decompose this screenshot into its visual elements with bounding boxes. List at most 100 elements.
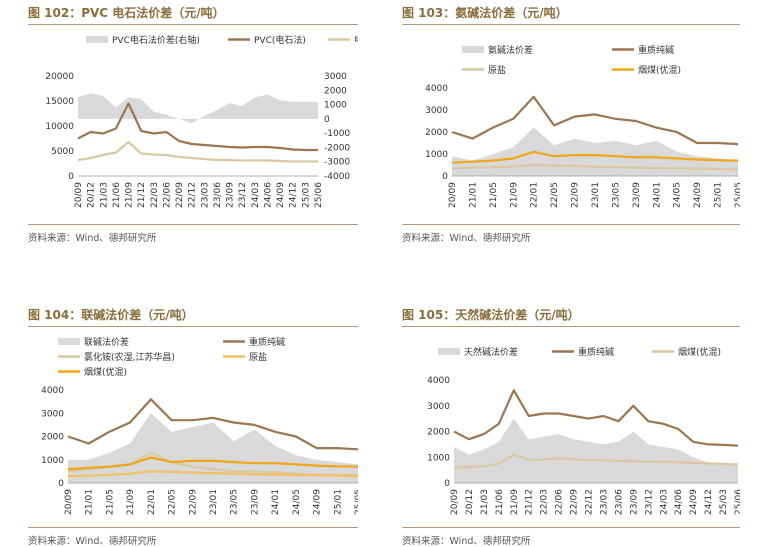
title-rule — [402, 24, 740, 25]
chart-panel-ammonia-soda: 图 103：氨碱法价差（元/吨） 氨碱法价差 重质纯碱 原盐 烟煤(优混) 0 1000 2… — [402, 4, 740, 244]
x-tick-label: 21/03 — [480, 489, 490, 515]
y-tick-label: 15000 — [45, 97, 74, 107]
legend-item-series: 烟煤(优混) — [58, 366, 127, 378]
title-rule — [28, 24, 358, 25]
x-tick-label: 23/03 — [599, 489, 609, 515]
x-tick-label: 20/09 — [64, 489, 74, 515]
y-tick-label: 2000 — [41, 433, 64, 443]
source-note: 资料来源：Wind、德邦研究所 — [28, 536, 157, 547]
legend-item-series: 氨碱法价差 — [462, 44, 533, 56]
x-tick-label: 24/01 — [271, 489, 281, 515]
y-right-tick-label: 1000 — [324, 101, 347, 111]
legend-label: 氨碱法价差 — [488, 44, 533, 56]
x-tick-label: 21/05 — [489, 182, 499, 208]
legend-item-series: 联碱法价差 — [58, 336, 129, 348]
x-tick-label: 22/01 — [530, 182, 540, 208]
legend-label: 重质纯碱 — [638, 44, 674, 56]
series-line-series — [451, 163, 739, 171]
x-tick-label: 22/05 — [550, 182, 560, 208]
x-tick-label: 24/09 — [313, 489, 323, 515]
x-tick-label: 20/09 — [450, 489, 460, 515]
legend-item-pvc: PVC(电石法) — [228, 34, 306, 46]
x-tick-label: 25/03 — [301, 182, 311, 208]
legend-item-series: 重质纯碱 — [612, 44, 674, 56]
x-tick-label: 22/09 — [570, 489, 580, 515]
x-tick-label: 22/06 — [162, 182, 172, 208]
y-tick-label: 0 — [442, 172, 448, 182]
chart-panel-joint-soda: 图 104：联碱法价差（元/吨） 联碱法价差 重质纯碱 氯化铵(农湿,江苏华昌) 原盐… — [28, 306, 358, 547]
x-tick-label: 22/03 — [150, 182, 160, 208]
legend-label: 烟煤(优混) — [678, 346, 721, 358]
source-note: 资料来源：Wind、德邦研究所 — [402, 233, 531, 244]
x-tick-label: 23/05 — [611, 182, 621, 208]
legend-item-series: 天然碱法价差 — [438, 346, 518, 358]
legend-item-series: 烟煤(优混) — [612, 64, 681, 76]
x-tick-label: 24/09 — [276, 182, 286, 208]
chart-panel-natural-soda: 图 105：天然碱法价差（元/吨） 天然碱法价差 重质纯碱 烟煤(优混) 0 1000 2… — [402, 306, 740, 547]
x-tick-label: 23/01 — [591, 182, 601, 208]
x-tick-label: 22/01 — [147, 489, 157, 515]
y-tick-label: 3000 — [41, 409, 64, 419]
y-right-tick-label: 0 — [324, 115, 330, 125]
source-rule — [402, 527, 740, 528]
x-tick-label: 21/12 — [137, 182, 147, 208]
legend-label: 烟煤(优混) — [84, 366, 127, 378]
x-tick-label: 22/12 — [188, 182, 198, 208]
series-line-series — [453, 389, 739, 447]
x-tick-label: 22/09 — [175, 182, 185, 208]
y-right-tick-label: 3000 — [324, 72, 347, 82]
x-tick-label: 23/09 — [629, 489, 639, 515]
x-tick-label: 23/03 — [200, 182, 210, 208]
legend-label: 原盐 — [488, 64, 506, 76]
legend-item-pvc: PVC电石法价差(右轴) — [86, 34, 200, 46]
legend-label: 联碱法价差 — [84, 336, 129, 348]
y-right-tick-label: -2000 — [324, 143, 350, 153]
x-tick-label: 24/12 — [289, 182, 299, 208]
legend-swatch — [462, 46, 484, 53]
series-line-series — [67, 470, 358, 478]
legend-item-series: 电石 — [328, 34, 358, 46]
panel-title: 图 105：天然碱法价差（元/吨） — [402, 308, 580, 322]
legend-item-series: 原盐 — [462, 64, 506, 76]
legend-item-series: 烟煤(优混) — [652, 346, 721, 358]
y-tick-label: 4000 — [425, 84, 448, 94]
x-tick-label: 22/06 — [555, 489, 565, 515]
series-line-series — [67, 456, 358, 471]
chart-svg: 天然碱法价差 重质纯碱 烟煤(优混) 0 1000 2000 3000 4000 20/09 20… — [427, 346, 740, 515]
x-tick-label: 21/03 — [99, 182, 109, 208]
legend-swatch — [438, 348, 460, 355]
x-tick-label: 21/09 — [509, 182, 519, 208]
y-tick-label: 2000 — [425, 128, 448, 138]
series-line-series — [453, 453, 739, 469]
x-tick-label: 20/09 — [448, 182, 458, 208]
legend-label: 天然碱法价差 — [464, 346, 518, 358]
series-line-series — [67, 398, 358, 451]
y-tick-label: 1000 — [425, 150, 448, 160]
x-tick-label: 21/09 — [126, 489, 136, 515]
x-tick-label: 24/05 — [673, 182, 683, 208]
panel-title: 图 104：联碱法价差（元/吨） — [28, 308, 194, 322]
x-tick-label: 22/12 — [585, 489, 595, 515]
x-tick-label: 23/06 — [614, 489, 624, 515]
y-right-tick-label: -1000 — [324, 129, 350, 139]
legend-label: 烟煤(优混) — [638, 64, 681, 76]
chart-panel-pvc: 图 102：PVC 电石法价差（元/吨） PVC电石法价差(右轴) PVC(电石法… — [28, 4, 358, 244]
x-tick-label: 24/01 — [652, 182, 662, 208]
legend-label: PVC电石法价差(右轴) — [112, 34, 200, 46]
legend-swatch — [58, 338, 80, 345]
legend-item-series: 氯化铵(农湿,江苏华昌) — [58, 351, 175, 363]
x-tick-label: 21/01 — [85, 489, 95, 515]
x-tick-label: 20/12 — [465, 489, 475, 515]
x-tick-label: 22/09 — [571, 182, 581, 208]
y-tick-label: 5000 — [51, 147, 74, 157]
series-line-pvc — [77, 102, 318, 152]
y-tick-label: 3000 — [425, 106, 448, 116]
x-tick-label: 25/06 — [734, 489, 740, 515]
y-right-tick-label: -4000 — [324, 172, 350, 182]
title-rule — [28, 326, 358, 327]
legend-label: 原盐 — [249, 351, 267, 363]
x-tick-label: 23/12 — [238, 182, 248, 208]
source-rule — [402, 224, 740, 225]
